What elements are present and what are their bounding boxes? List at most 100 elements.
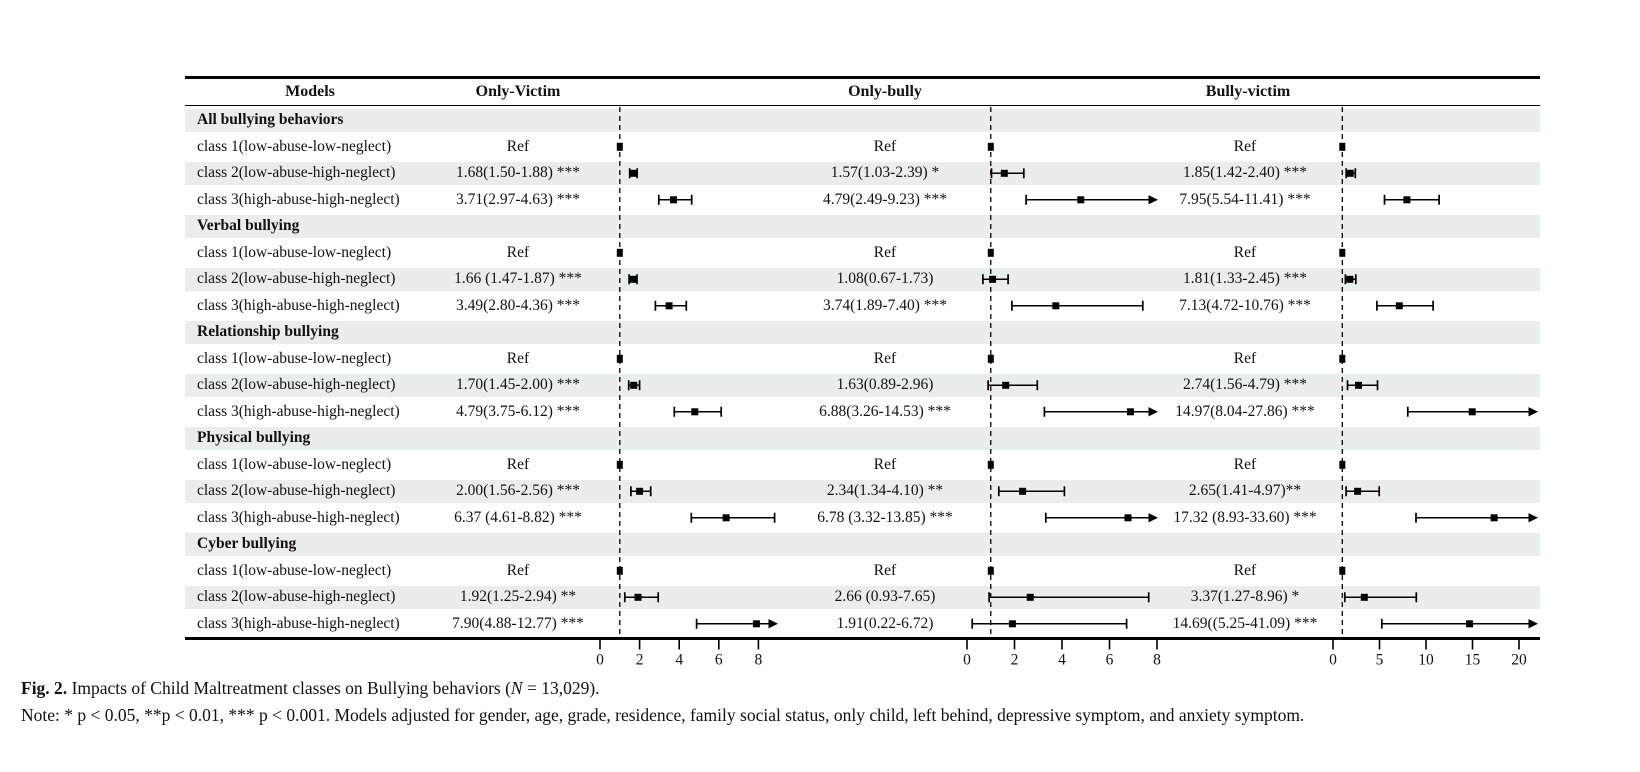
ci-overflow-arrow	[768, 619, 778, 629]
point-estimate-marker	[1466, 620, 1474, 628]
point-estimate-marker	[670, 196, 677, 204]
estimate-value: 1.68(1.50-1.88) ***	[456, 164, 580, 181]
ci-overflow-arrow	[1528, 407, 1538, 417]
column-header-only-victim: Only-Victim	[475, 83, 561, 100]
axis-tick-label: 8	[1153, 652, 1161, 669]
estimate-value: 2.34(1.34-4.10) **	[826, 482, 944, 499]
axis-tick-label: 10	[1418, 652, 1434, 669]
section-title: All bullying behaviors	[197, 111, 344, 128]
model-label: class 1(low-abuse-low-neglect)	[197, 455, 392, 473]
estimate-value: 17.32 (8.93-33.60) ***	[1173, 508, 1317, 526]
point-estimate-marker	[1008, 620, 1016, 628]
axis-tick-label: 6	[1106, 652, 1114, 669]
figure-caption-label: Fig. 2.	[21, 678, 68, 698]
ref-marker	[1339, 460, 1346, 469]
estimate-value: 7.95(5.54-11.41) ***	[1179, 190, 1311, 208]
estimate-value: 3.49(2.80-4.36) ***	[456, 296, 580, 314]
point-estimate-marker	[1403, 196, 1411, 204]
ci-overflow-arrow	[1528, 513, 1538, 523]
estimate-value: Ref	[506, 137, 530, 155]
estimate-value: 6.88(3.26-14.53) ***	[819, 402, 951, 420]
figure-caption-text: Impacts of Child Maltreatment classes on…	[67, 678, 511, 698]
estimate-value: 6.37 (4.61-8.82) ***	[454, 508, 582, 526]
column-header-models: Models	[285, 83, 335, 100]
table-bottom-rule	[185, 637, 1540, 640]
row-stripe	[185, 215, 1540, 238]
model-label: class 3(high-abuse-high-neglect)	[197, 402, 400, 420]
model-label: class 1(low-abuse-low-neglect)	[197, 243, 392, 261]
estimate-value: Ref	[873, 455, 897, 473]
row-stripe	[185, 321, 1540, 344]
estimate-value: 1.66 (1.47-1.87) ***	[454, 270, 582, 287]
estimate-value: Ref	[1233, 349, 1257, 367]
column-header-bully-victim: Bully-victim	[1205, 83, 1291, 100]
ref-marker	[987, 142, 994, 151]
ref-marker	[616, 460, 623, 469]
table-top-rule	[185, 76, 1540, 79]
point-estimate-marker	[1468, 408, 1476, 416]
ci-overflow-arrow	[1148, 513, 1158, 523]
model-label: class 1(low-abuse-low-neglect)	[197, 561, 392, 579]
ref-marker	[616, 248, 623, 257]
point-estimate-marker	[722, 514, 730, 522]
point-estimate-marker	[1124, 514, 1132, 522]
figure-caption-text-end: = 13,029).	[522, 678, 600, 698]
ref-marker	[616, 142, 623, 151]
estimate-value: 1.85(1.42-2.40) ***	[1183, 164, 1307, 181]
ref-marker	[1339, 248, 1346, 257]
estimate-value: Ref	[873, 561, 897, 579]
estimate-value: Ref	[873, 349, 897, 367]
estimate-value: Ref	[506, 243, 530, 261]
model-label: class 3(high-abuse-high-neglect)	[197, 508, 400, 526]
axis-tick-label: 0	[1329, 652, 1337, 669]
estimate-value: Ref	[506, 455, 530, 473]
point-estimate-marker	[665, 302, 673, 310]
estimate-value: 1.91(0.22-6.72)	[836, 614, 934, 632]
estimate-value: 4.79(2.49-9.23) ***	[823, 190, 947, 208]
estimate-value: 1.08(0.67-1.73)	[836, 270, 934, 287]
model-label: class 2(low-abuse-high-neglect)	[197, 164, 396, 181]
estimate-value: 7.13(4.72-10.76) ***	[1179, 296, 1311, 314]
ref-marker	[1339, 566, 1346, 575]
estimate-value: Ref	[873, 243, 897, 261]
estimate-value: 2.66 (0.93-7.65)	[834, 588, 936, 605]
estimate-value: 3.71(2.97-4.63) ***	[456, 190, 580, 208]
row-stripe	[185, 374, 1540, 397]
section-title: Verbal bullying	[197, 217, 300, 234]
section-title: Cyber bullying	[197, 535, 297, 552]
table-header-rule	[185, 104, 1540, 107]
ref-marker	[616, 566, 623, 575]
ref-marker	[1339, 354, 1346, 363]
model-label: class 3(high-abuse-high-neglect)	[197, 614, 400, 632]
point-estimate-marker	[1395, 302, 1403, 310]
axis-tick-label: 4	[675, 652, 683, 669]
model-label: class 3(high-abuse-high-neglect)	[197, 296, 400, 314]
estimate-value: 1.63(0.89-2.96)	[836, 376, 934, 393]
estimate-value: 2.00(1.56-2.56) ***	[456, 482, 580, 499]
estimate-value: Ref	[1233, 137, 1257, 155]
axis-tick-label: 0	[963, 652, 971, 669]
model-label: class 2(low-abuse-high-neglect)	[197, 270, 396, 287]
model-label: class 2(low-abuse-high-neglect)	[197, 482, 396, 499]
model-label: class 2(low-abuse-high-neglect)	[197, 588, 396, 605]
estimate-value: 4.79(3.75-6.12) ***	[456, 402, 580, 420]
estimate-value: 3.74(1.89-7.40) ***	[823, 296, 947, 314]
column-header-only-bully: Only-bully	[848, 83, 922, 100]
row-stripe	[185, 586, 1540, 609]
estimate-value: 2.74(1.56-4.79) ***	[1183, 376, 1307, 393]
ref-marker	[616, 354, 623, 363]
estimate-value: Ref	[506, 349, 530, 367]
point-estimate-marker	[1077, 196, 1085, 204]
estimate-value: 2.65(1.41-4.97)**	[1188, 482, 1302, 499]
axis-tick-label: 5	[1376, 652, 1384, 669]
axis-tick-label: 20	[1511, 652, 1527, 669]
estimate-value: Ref	[506, 561, 530, 579]
model-label: class 2(low-abuse-high-neglect)	[197, 376, 396, 393]
ref-marker	[987, 248, 994, 257]
estimate-value: 7.90(4.88-12.77) ***	[452, 614, 584, 632]
point-estimate-marker	[691, 408, 699, 416]
estimate-value: 3.37(1.27-8.96) *	[1190, 588, 1300, 605]
estimate-value: Ref	[1233, 455, 1257, 473]
model-label: class 1(low-abuse-low-neglect)	[197, 349, 392, 367]
